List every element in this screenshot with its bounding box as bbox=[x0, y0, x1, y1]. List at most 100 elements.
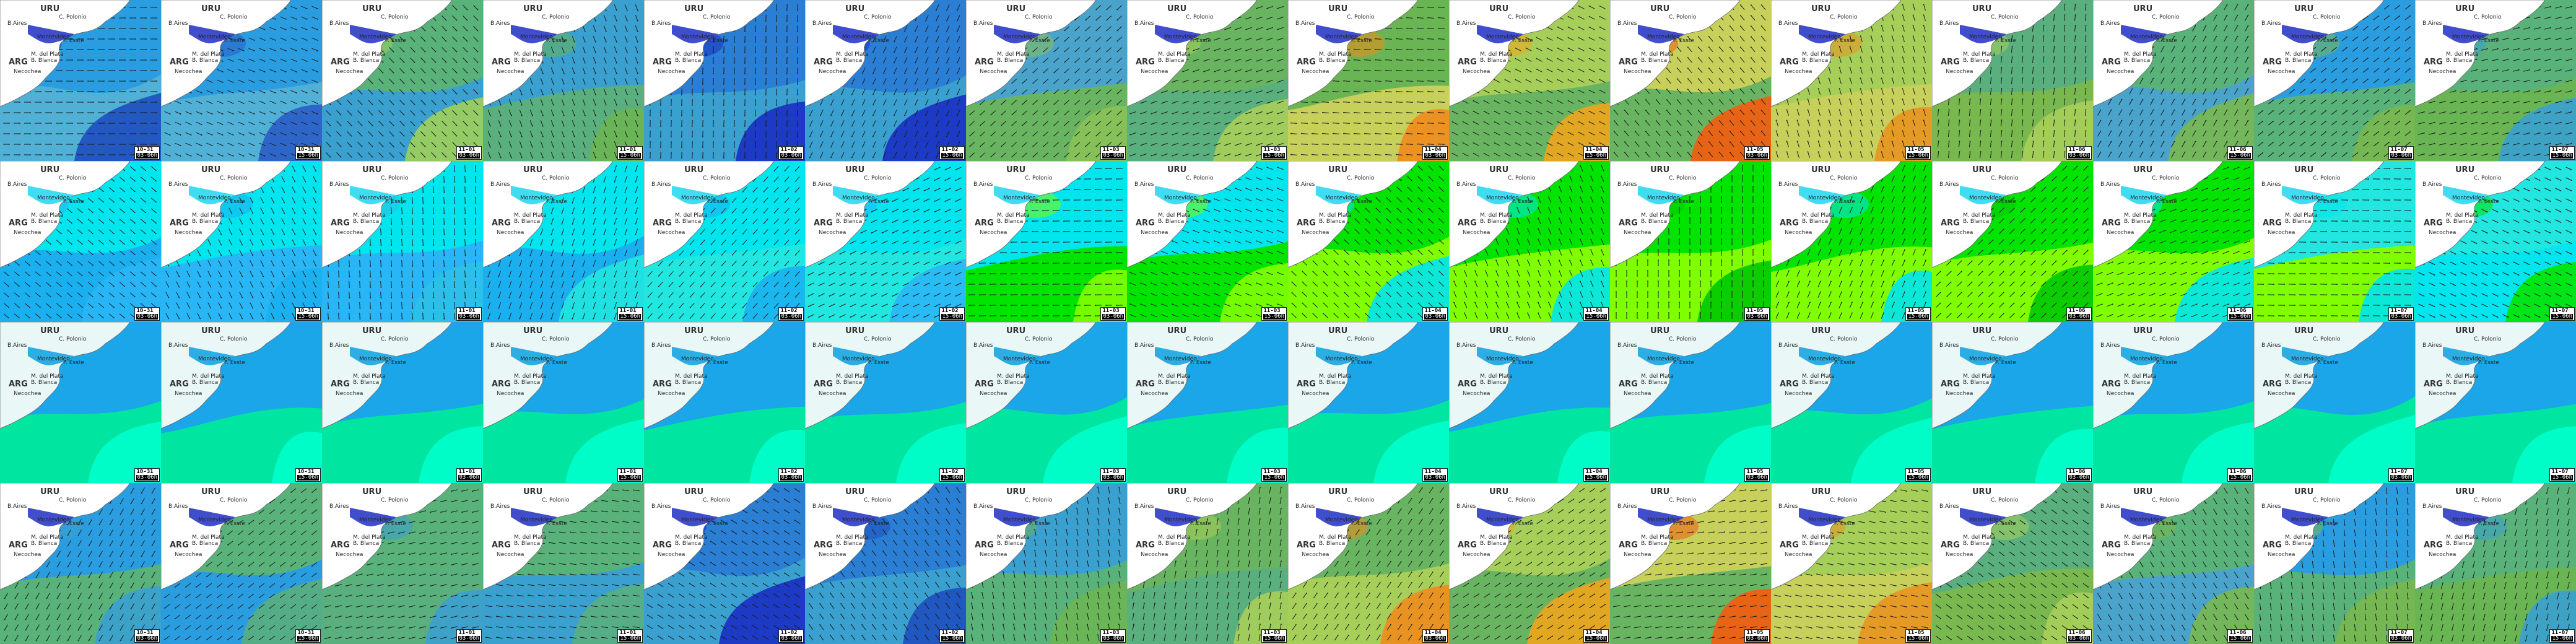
map-tile-sea-temperature-6[interactable]: URU C. Polonio B.Aires Montevideo P. Esste M.… bbox=[805, 322, 966, 483]
map-label-place-3: Montevideo bbox=[842, 517, 875, 523]
map-tile-wave-height-14[interactable]: URU C. Polonio B.Aires Montevideo P. Esste M.… bbox=[2093, 161, 2254, 322]
map-tile-wave-height-1[interactable]: URU C. Polonio B.Aires Montevideo P. Esste M.… bbox=[0, 161, 161, 322]
map-tile-wind-speed-12[interactable]: URU C. Polonio B.Aires Montevideo P. Esste M.… bbox=[1771, 0, 1932, 161]
map-tile-wind-speed-13[interactable]: URU C. Polonio B.Aires Montevideo P. Esste M.… bbox=[1932, 0, 2093, 161]
map-tile-wind-speed-2[interactable]: URU C. Polonio B.Aires Montevideo P. Esste M.… bbox=[161, 0, 322, 161]
map-label-country-north: URU bbox=[845, 4, 864, 14]
map-tile-wind-gust-13[interactable]: URU C. Polonio B.Aires Montevideo P. Esste M.… bbox=[1932, 483, 2093, 644]
map-tile-wind-gust-2[interactable]: URU C. Polonio B.Aires Montevideo P. Esste M.… bbox=[161, 483, 322, 644]
map-tile-wind-gust-7[interactable]: URU C. Polonio B.Aires Montevideo P. Esste M.… bbox=[966, 483, 1127, 644]
map-tile-wave-height-10[interactable]: URU C. Polonio B.Aires Montevideo P. Esste M.… bbox=[1449, 161, 1610, 322]
map-tile-sea-temperature-10[interactable]: URU C. Polonio B.Aires Montevideo P. Esste M.… bbox=[1449, 322, 1610, 483]
map-label-place-2: B.Aires bbox=[2261, 20, 2281, 27]
map-tile-wave-height-3[interactable]: URU C. Polonio B.Aires Montevideo P. Esste M.… bbox=[322, 161, 483, 322]
map-tile-wind-gust-10[interactable]: URU C. Polonio B.Aires Montevideo P. Esste M.… bbox=[1449, 483, 1610, 644]
time-stamp-hour: 15-06h bbox=[941, 153, 963, 159]
map-label-country-south: ARG bbox=[170, 219, 189, 228]
map-tile-sea-temperature-14[interactable]: URU C. Polonio B.Aires Montevideo P. Esste M.… bbox=[2093, 322, 2254, 483]
time-stamp-date: 11-04 bbox=[1585, 147, 1607, 153]
map-tile-wind-speed-10[interactable]: URU C. Polonio B.Aires Montevideo P. Esste M.… bbox=[1449, 0, 1610, 161]
map-tile-wave-height-11[interactable]: URU C. Polonio B.Aires Montevideo P. Esste M.… bbox=[1610, 161, 1771, 322]
map-tile-sea-temperature-5[interactable]: URU C. Polonio B.Aires Montevideo P. Esste M.… bbox=[644, 322, 805, 483]
map-tile-wind-gust-14[interactable]: URU C. Polonio B.Aires Montevideo P. Esste M.… bbox=[2093, 483, 2254, 644]
time-stamp-date: 11-06 bbox=[2068, 469, 2090, 475]
map-label-place-3: Montevideo bbox=[1969, 517, 2002, 523]
map-label-country-north: URU bbox=[1006, 165, 1025, 175]
map-tile-sea-temperature-12[interactable]: URU C. Polonio B.Aires Montevideo P. Esste M.… bbox=[1771, 322, 1932, 483]
map-label-place-2: B.Aires bbox=[329, 503, 349, 510]
map-tile-wind-speed-6[interactable]: URU C. Polonio B.Aires Montevideo P. Esste M.… bbox=[805, 0, 966, 161]
map-tile-sea-temperature-8[interactable]: URU C. Polonio B.Aires Montevideo P. Esste M.… bbox=[1127, 322, 1288, 483]
map-tile-wave-height-9[interactable]: URU C. Polonio B.Aires Montevideo P. Esste M.… bbox=[1288, 161, 1449, 322]
map-label-country-north: URU bbox=[2455, 487, 2474, 497]
map-tile-wind-speed-15[interactable]: URU C. Polonio B.Aires Montevideo P. Esste M.… bbox=[2254, 0, 2415, 161]
map-tile-wind-gust-3[interactable]: URU C. Polonio B.Aires Montevideo P. Esste M.… bbox=[322, 483, 483, 644]
map-tile-wave-height-15[interactable]: URU C. Polonio B.Aires Montevideo P. Esste M.… bbox=[2254, 161, 2415, 322]
map-tile-wind-speed-7[interactable]: URU C. Polonio B.Aires Montevideo P. Esste M.… bbox=[966, 0, 1127, 161]
map-label-place-7: B. Blanca bbox=[1641, 58, 1667, 64]
map-tile-sea-temperature-11[interactable]: URU C. Polonio B.Aires Montevideo P. Esste M.… bbox=[1610, 322, 1771, 483]
map-label-place-5: M. del Plata bbox=[1963, 534, 1996, 541]
map-label-country-north: URU bbox=[362, 326, 381, 336]
map-label-place-6: Necochea bbox=[819, 391, 846, 397]
map-tile-sea-temperature-3[interactable]: URU C. Polonio B.Aires Montevideo P. Esste M.… bbox=[322, 322, 483, 483]
map-tile-sea-temperature-1[interactable]: URU C. Polonio B.Aires Montevideo P. Esste M.… bbox=[0, 322, 161, 483]
map-tile-wind-gust-8[interactable]: URU C. Polonio B.Aires Montevideo P. Esste M.… bbox=[1127, 483, 1288, 644]
map-tile-wind-gust-16[interactable]: URU C. Polonio B.Aires Montevideo P. Esste M.… bbox=[2415, 483, 2576, 644]
map-tile-wind-speed-11[interactable]: URU C. Polonio B.Aires Montevideo P. Esste M.… bbox=[1610, 0, 1771, 161]
map-tile-wave-height-4[interactable]: URU C. Polonio B.Aires Montevideo P. Esste M.… bbox=[483, 161, 644, 322]
map-tile-wind-gust-4[interactable]: URU C. Polonio B.Aires Montevideo P. Esste M.… bbox=[483, 483, 644, 644]
map-tile-sea-temperature-16[interactable]: URU C. Polonio B.Aires Montevideo P. Esste M.… bbox=[2415, 322, 2576, 483]
map-tile-sea-temperature-13[interactable]: URU C. Polonio B.Aires Montevideo P. Esste M.… bbox=[1932, 322, 2093, 483]
map-tile-wind-gust-12[interactable]: URU C. Polonio B.Aires Montevideo P. Esste M.… bbox=[1771, 483, 1932, 644]
map-tile-wind-gust-11[interactable]: URU C. Polonio B.Aires Montevideo P. Esste M.… bbox=[1610, 483, 1771, 644]
map-tile-wind-speed-16[interactable]: URU C. Polonio B.Aires Montevideo P. Esste M.… bbox=[2415, 0, 2576, 161]
map-tile-wind-gust-15[interactable]: URU C. Polonio B.Aires Montevideo P. Esste M.… bbox=[2254, 483, 2415, 644]
map-tile-wind-speed-5[interactable]: URU C. Polonio B.Aires Montevideo P. Esste M.… bbox=[644, 0, 805, 161]
map-label-place-6: Necochea bbox=[175, 230, 202, 236]
time-stamp-date: 11-05 bbox=[1907, 147, 1929, 153]
estuary bbox=[994, 347, 1040, 365]
map-tile-wave-height-2[interactable]: URU C. Polonio B.Aires Montevideo P. Esste M.… bbox=[161, 161, 322, 322]
map-tile-wind-speed-4[interactable]: URU C. Polonio B.Aires Montevideo P. Esste M.… bbox=[483, 0, 644, 161]
map-tile-wind-gust-6[interactable]: URU C. Polonio B.Aires Montevideo P. Esste M.… bbox=[805, 483, 966, 644]
map-tile-wave-height-12[interactable]: URU C. Polonio B.Aires Montevideo P. Esste M.… bbox=[1771, 161, 1932, 322]
map-label-place-4: P. Esste bbox=[63, 360, 84, 366]
map-label-place-5: M. del Plata bbox=[192, 51, 225, 58]
map-label-place-4: P. Esste bbox=[1673, 360, 1694, 366]
map-tile-wave-height-5[interactable]: URU C. Polonio B.Aires Montevideo P. Esste M.… bbox=[644, 161, 805, 322]
map-label-place-7: B. Blanca bbox=[2124, 541, 2150, 547]
map-tile-wind-speed-3[interactable]: URU C. Polonio B.Aires Montevideo P. Esste M.… bbox=[322, 0, 483, 161]
map-tile-wave-height-8[interactable]: URU C. Polonio B.Aires Montevideo P. Esste M.… bbox=[1127, 161, 1288, 322]
map-tile-wind-speed-9[interactable]: URU C. Polonio B.Aires Montevideo P. Esste M.… bbox=[1288, 0, 1449, 161]
map-label-place-5: M. del Plata bbox=[836, 534, 869, 541]
map-label-place-6: Necochea bbox=[1946, 552, 1973, 558]
map-tile-wind-speed-14[interactable]: URU C. Polonio B.Aires Montevideo P. Esste M.… bbox=[2093, 0, 2254, 161]
map-tile-wind-gust-5[interactable]: URU C. Polonio B.Aires Montevideo P. Esste M.… bbox=[644, 483, 805, 644]
map-tile-wave-height-13[interactable]: URU C. Polonio B.Aires Montevideo P. Esste M.… bbox=[1932, 161, 2093, 322]
map-label-place-4: P. Esste bbox=[868, 521, 889, 527]
time-stamp: 10-31 03-06h bbox=[134, 146, 160, 160]
map-label-place-3: Montevideo bbox=[359, 356, 392, 362]
time-stamp-hour: 03-06h bbox=[458, 153, 480, 159]
map-tile-sea-temperature-15[interactable]: URU C. Polonio B.Aires Montevideo P. Esste M.… bbox=[2254, 322, 2415, 483]
map-label-place-5: M. del Plata bbox=[1319, 373, 1352, 380]
map-tile-wave-height-16[interactable]: URU C. Polonio B.Aires Montevideo P. Esste M.… bbox=[2415, 161, 2576, 322]
map-tile-wind-speed-8[interactable]: URU C. Polonio B.Aires Montevideo P. Esste M.… bbox=[1127, 0, 1288, 161]
map-tile-wind-speed-1[interactable]: URU C. Polonio B.Aires Montevideo P. Esste M.… bbox=[0, 0, 161, 161]
map-label-place-3: Montevideo bbox=[2130, 356, 2163, 362]
map-tile-wind-gust-9[interactable]: URU C. Polonio B.Aires Montevideo P. Esste M.… bbox=[1288, 483, 1449, 644]
map-tile-sea-temperature-7[interactable]: URU C. Polonio B.Aires Montevideo P. Esste M.… bbox=[966, 322, 1127, 483]
map-label-place-4: P. Esste bbox=[707, 199, 728, 205]
map-tile-sea-temperature-4[interactable]: URU C. Polonio B.Aires Montevideo P. Esste M.… bbox=[483, 322, 644, 483]
map-tile-wave-height-6[interactable]: URU C. Polonio B.Aires Montevideo P. Esste M.… bbox=[805, 161, 966, 322]
map-label-place-6: Necochea bbox=[1302, 69, 1329, 75]
map-tile-sea-temperature-2[interactable]: URU C. Polonio B.Aires Montevideo P. Esste M.… bbox=[161, 322, 322, 483]
map-tile-sea-temperature-9[interactable]: URU C. Polonio B.Aires Montevideo P. Esste M.… bbox=[1288, 322, 1449, 483]
map-tile-wind-gust-1[interactable]: URU C. Polonio B.Aires Montevideo P. Esste M.… bbox=[0, 483, 161, 644]
map-tile-wave-height-7[interactable]: URU C. Polonio B.Aires Montevideo P. Esste M.… bbox=[966, 161, 1127, 322]
estuary bbox=[1799, 508, 1845, 526]
